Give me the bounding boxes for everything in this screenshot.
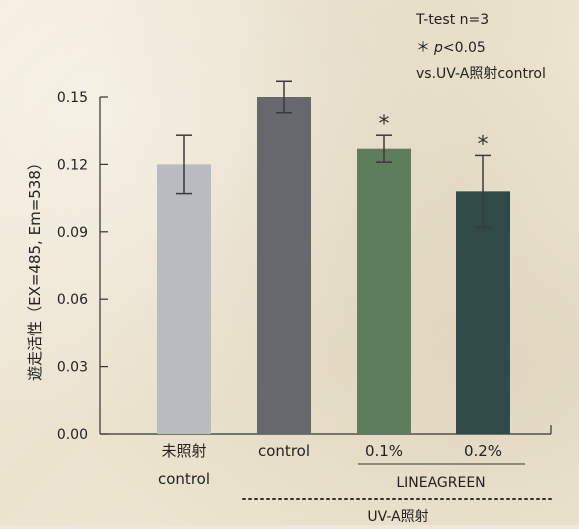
- stat-note: T-test n=3 ＊ p<0.05 vs.UV-A照射control: [415, 12, 546, 82]
- stat-note-p: p: [433, 40, 443, 56]
- stat-note-line1: T-test n=3: [415, 12, 489, 28]
- y-axis-title: 遊走活性（EX=485, Em=538）: [26, 155, 44, 381]
- x-tick-label: 未照射: [161, 442, 206, 460]
- stat-note-threshold: <0.05: [443, 40, 486, 56]
- bar: [157, 164, 211, 434]
- stat-note-star: ＊: [416, 40, 430, 56]
- y-tick-label: 0.15: [57, 90, 88, 106]
- bars: **: [157, 80, 510, 434]
- y-tick-label: 0.12: [57, 157, 88, 173]
- lineagreen-label: LINEAGREEN: [396, 475, 485, 491]
- x-tick-label: 0.1%: [365, 442, 403, 460]
- bar: [357, 148, 411, 434]
- y-tick-label: 0.03: [57, 360, 88, 376]
- stat-note-line3: vs.UV-A照射control: [416, 66, 546, 82]
- y-ticks: 0.00 0.03 0.06 0.09 0.12 0.15: [57, 90, 108, 443]
- stat-note-line2: ＊ p<0.05: [416, 40, 486, 56]
- y-tick-label: 0.09: [57, 225, 88, 241]
- x-tick-label: control: [258, 442, 310, 460]
- x-tick-label-line2: control: [158, 470, 210, 488]
- bar: [456, 191, 510, 434]
- uva-label: UV-A照射: [367, 509, 428, 525]
- x-tick-labels: 未照射 control control 0.1% 0.2%: [158, 442, 502, 488]
- x-tick-label: 0.2%: [464, 442, 502, 460]
- significance-marker: *: [478, 132, 489, 157]
- significance-marker: *: [379, 112, 390, 137]
- bar: [257, 97, 311, 434]
- y-tick-label: 0.06: [57, 292, 88, 308]
- y-tick-label: 0.00: [57, 427, 88, 443]
